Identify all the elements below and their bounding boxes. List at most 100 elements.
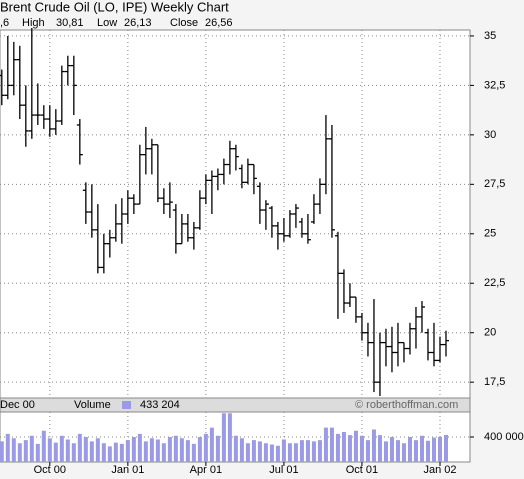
volume-bar <box>167 437 172 462</box>
volume-bar <box>353 430 358 462</box>
volume-bar <box>287 443 292 462</box>
volume-bar <box>263 443 268 462</box>
volume-bar <box>245 443 250 462</box>
info: ,6 <box>0 17 9 29</box>
volume-bar <box>359 435 364 462</box>
volume-info: 433 204 <box>140 399 180 411</box>
legend-swatch <box>122 401 131 409</box>
volume-bar <box>59 435 64 462</box>
y-tick-label: 27,5 <box>484 178 505 190</box>
volume-bar <box>425 440 430 462</box>
volume-bar <box>149 438 154 462</box>
x-tick-label: Apr 01 <box>190 464 222 476</box>
volume-bar <box>119 443 124 462</box>
volume-bar <box>419 435 424 462</box>
volume-bar <box>317 440 322 462</box>
legend-label: Volume <box>74 399 111 411</box>
x-tick-label: Oct 00 <box>34 464 66 476</box>
volume-bar <box>233 435 238 462</box>
volume-bar <box>239 438 244 462</box>
volume-bar <box>83 437 88 462</box>
volume-bar <box>161 443 166 462</box>
x-tick-label: Jul 01 <box>269 464 298 476</box>
volume-bar <box>389 437 394 462</box>
volume-bar <box>191 443 196 462</box>
volume-bar <box>281 439 286 462</box>
volume-bar <box>131 437 136 462</box>
volume-bar <box>137 433 142 462</box>
y-tick-label: 35 <box>484 30 496 42</box>
volume-bar <box>305 440 310 462</box>
volume-bar <box>347 435 352 462</box>
x-tick-label: Oct 01 <box>346 464 378 476</box>
volume-bar <box>17 443 22 462</box>
volume-bar <box>215 435 220 462</box>
volume-bar <box>95 438 100 462</box>
volume-bar <box>227 413 232 462</box>
volume-bar <box>377 435 382 462</box>
info: 26,56 <box>205 17 233 29</box>
volume-bar <box>11 438 16 462</box>
volume-bar <box>65 439 70 462</box>
volume-bar <box>431 437 436 462</box>
volume-bar <box>371 429 376 462</box>
volume-bar <box>329 427 334 462</box>
volume-bar <box>41 430 46 462</box>
info: 26,13 <box>124 17 152 29</box>
y-tick-label: 17,5 <box>484 376 505 388</box>
y-tick-label: 22,5 <box>484 277 505 289</box>
y-tick-label: 25 <box>484 228 496 240</box>
volume-bar <box>71 443 76 462</box>
volume-bar <box>221 413 226 462</box>
volume-bar <box>437 437 442 462</box>
x-tick-label: Jan 02 <box>423 464 456 476</box>
volume-bar <box>251 440 256 462</box>
volume-bar <box>299 440 304 462</box>
info: High <box>22 17 45 29</box>
volume-bar <box>395 440 400 462</box>
volume-bar <box>407 437 412 462</box>
y-tick-label: 400 000 <box>484 431 524 443</box>
volume-bar <box>311 441 316 462</box>
volume-bar <box>293 443 298 462</box>
volume-bar <box>335 433 340 462</box>
volume-bar <box>185 440 190 462</box>
volume-bar <box>113 442 118 462</box>
volume-bar <box>53 442 58 462</box>
volume-bar <box>35 443 40 462</box>
volume-bar <box>197 437 202 462</box>
volume-bar <box>209 427 214 462</box>
volume-bar <box>269 444 274 462</box>
volume-bar <box>203 433 208 462</box>
volume-bar <box>383 441 388 462</box>
y-tick-label: 20 <box>484 327 496 339</box>
volume-bar <box>125 440 130 462</box>
volume-bar <box>89 441 94 462</box>
volume-bar <box>47 438 52 462</box>
volume-bar <box>101 443 106 462</box>
volume-bar <box>5 433 10 462</box>
volume-bar <box>143 441 148 462</box>
volume-bar <box>77 433 82 462</box>
volume-bar <box>155 439 160 462</box>
chart-title: Brent Crude Oil (LO, IPE) Weekly Chart <box>0 0 229 14</box>
volume-bar <box>29 435 34 462</box>
volume-bar <box>257 441 262 462</box>
info: Close <box>170 17 198 29</box>
volume-bar <box>341 432 346 462</box>
volume-bar <box>0 441 4 462</box>
y-tick-label: 30 <box>484 129 496 141</box>
volume-bar <box>107 446 112 462</box>
volume-bar <box>365 440 370 462</box>
volume-info: Dec 00 <box>0 399 35 411</box>
info: 30,81 <box>56 17 84 29</box>
y-tick-label: 32,5 <box>484 79 505 91</box>
info: Low <box>97 17 117 29</box>
volume-bar <box>413 440 418 462</box>
volume-bar <box>401 443 406 462</box>
volume-bar <box>443 434 448 462</box>
volume-bar <box>173 435 178 462</box>
source: © roberthoffman.com <box>355 399 458 411</box>
volume-bar <box>179 438 184 462</box>
